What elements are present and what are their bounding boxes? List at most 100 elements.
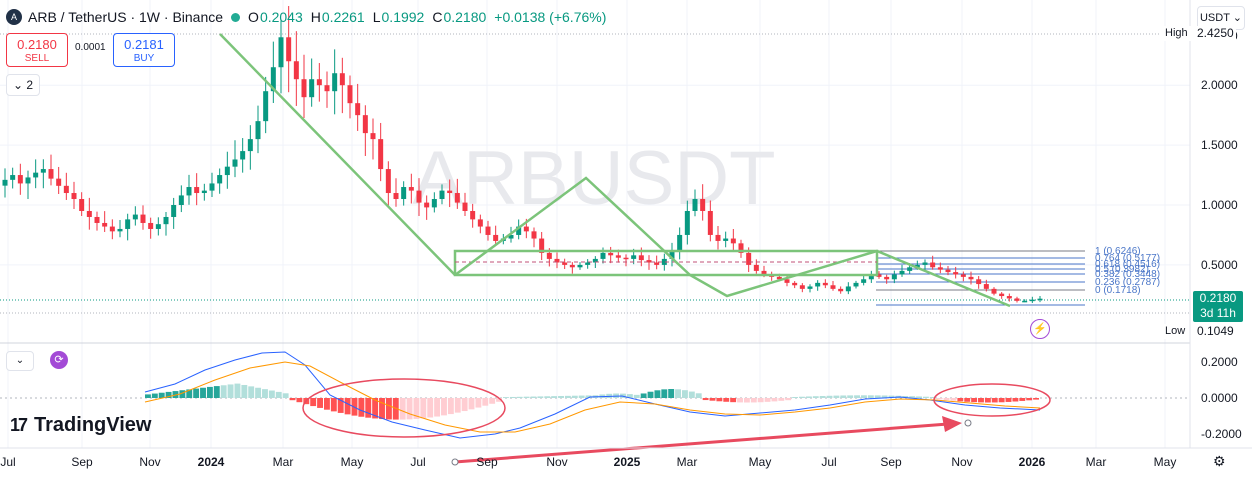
macd-histogram-bar (978, 398, 984, 403)
candle-body (462, 202, 468, 211)
macd-histogram-bar (957, 398, 964, 402)
candle-body (983, 284, 989, 289)
sell-button[interactable]: 0.2180 SELL (6, 33, 68, 67)
candle-body (692, 199, 698, 211)
time-tick-label: Jul (410, 455, 425, 469)
chevron-down-icon: ⌄ (15, 355, 25, 366)
macd-histogram-bar (874, 395, 881, 398)
downtrend-line (219, 33, 456, 276)
macd-histogram-bar (558, 395, 564, 398)
macd-histogram-bar (151, 393, 158, 398)
high-flag-value: 2.4250 (1195, 26, 1236, 41)
candle-body (255, 121, 261, 140)
candle-body (845, 286, 851, 292)
candle-body (17, 175, 23, 184)
low-value: 0.1992 (381, 9, 425, 25)
pane-collapse-button[interactable]: ⌄ (6, 351, 34, 371)
macd-histogram-bar (406, 398, 413, 420)
buy-price: 0.2181 (124, 37, 164, 52)
buy-button[interactable]: 0.2181 BUY (113, 33, 175, 67)
fib-level-label: 0.618 (0.4516) (1095, 259, 1160, 270)
macd-indicator[interactable] (144, 351, 1041, 439)
macd-histogram-bar (778, 398, 785, 401)
candle-body (546, 252, 552, 259)
tradingview-mark-icon: 17 (10, 415, 28, 435)
candle-body (194, 187, 200, 194)
candle-body (592, 258, 598, 263)
macd-histogram-bar (551, 396, 558, 398)
time-tick-label: May (341, 455, 364, 469)
close-value: 0.2180 (443, 9, 487, 25)
candle-body (278, 37, 284, 68)
symbol-title[interactable]: ARB / TetherUS · 1W · Binance (28, 9, 224, 25)
macd-histogram-bar (317, 398, 323, 408)
macd-histogram-bar (179, 390, 186, 398)
fibonacci-retracement[interactable]: 1 (0.6246)0.764 (0.5177)0.618 (0.4516)0.… (876, 246, 1160, 306)
macd-histogram-bar (792, 396, 799, 398)
macd-histogram-bar (936, 398, 943, 400)
indicator-refresh-icon[interactable]: ⟳ (50, 351, 68, 369)
candle-body (884, 276, 890, 280)
candle-body (94, 216, 100, 223)
candle-body (539, 238, 545, 253)
macd-histogram-bar (1012, 398, 1019, 402)
candle-body (838, 288, 844, 292)
macd-histogram-bar (220, 385, 227, 398)
candle-body (799, 285, 805, 289)
macd-histogram-bar (434, 398, 441, 417)
indicator-count: 2 (26, 78, 34, 92)
macd-histogram-bar (158, 392, 165, 398)
candle-body (48, 169, 54, 179)
candle-body (209, 183, 215, 191)
macd-histogram-bar (200, 387, 206, 398)
candle-body (700, 199, 706, 211)
candle-body (416, 190, 422, 203)
time-tick-label: Sep (880, 455, 902, 469)
price-tick-label: 1.5000 (1201, 138, 1238, 152)
macd-tick-label: -0.2000 (1201, 427, 1242, 441)
fib-level-label: 0.382 (0.3448) (1095, 269, 1160, 280)
candle-body (393, 193, 399, 200)
low-flag: Low (1161, 324, 1190, 339)
macd-histogram-bar (812, 396, 819, 398)
candle-body (608, 252, 614, 256)
pattern-drawings[interactable] (219, 33, 1011, 308)
candle-body (615, 255, 621, 258)
price-tick-label: 1.0000 (1201, 198, 1238, 212)
candle-body (171, 205, 177, 217)
macd-histogram-bar (537, 396, 544, 398)
candle-body (861, 279, 867, 283)
candle-body (516, 226, 522, 235)
chevron-down-icon: ⌄ (12, 78, 27, 92)
divergence-annotations[interactable] (302, 378, 1051, 466)
fib-level-label: 0.236 (0.2787) (1095, 277, 1160, 288)
macd-histogram-bar (785, 398, 792, 401)
macd-histogram-bar (1033, 398, 1039, 400)
macd-histogram-bar (564, 395, 571, 398)
indicators-collapse-button[interactable]: ⌄ 2 (6, 74, 40, 96)
macd-histogram-bar (805, 396, 812, 398)
candle-body (485, 226, 491, 235)
candle-body (830, 285, 836, 289)
gear-icon[interactable]: ⚙ (1213, 453, 1226, 469)
chevron-down-icon: ⌄ (1232, 12, 1243, 24)
candle-body (33, 172, 39, 178)
lightning-icon[interactable]: ⚡ (1030, 319, 1050, 339)
tradingview-logo[interactable]: 17 TradingView (10, 414, 151, 437)
candle-body (661, 258, 667, 265)
macd-histogram-bar (441, 398, 447, 416)
macd-histogram-bar (916, 396, 922, 398)
candle-body (792, 282, 798, 286)
price-tick-label: 0.5000 (1201, 258, 1238, 272)
candle-body (930, 262, 936, 268)
candle-body (891, 274, 897, 280)
candle-body (56, 178, 62, 186)
macd-histogram-bar (833, 395, 840, 398)
macd-tick-label: 0.0000 (1201, 391, 1238, 405)
candle-body (562, 262, 568, 265)
candle-body (324, 85, 330, 92)
fib-level-label: 0.5 (0.3982) (1095, 264, 1149, 275)
